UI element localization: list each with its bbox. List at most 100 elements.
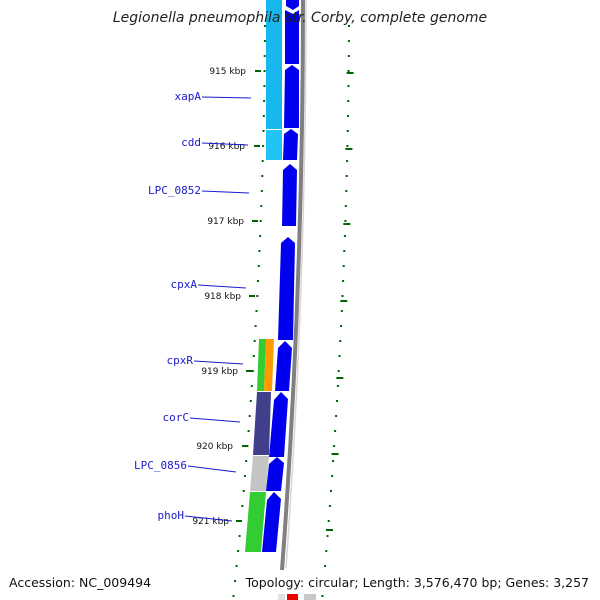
cog-block-cyan xyxy=(266,0,282,129)
scale-dot xyxy=(341,295,344,297)
scale-dot xyxy=(343,250,346,252)
scale-dash xyxy=(345,148,353,150)
scale-dot xyxy=(345,190,348,192)
gene-leader-line xyxy=(193,360,244,365)
gene-label-LPC_0856[interactable]: LPC_0856 xyxy=(134,459,187,472)
scale-dot xyxy=(331,475,334,477)
genome-backbone-highlight xyxy=(285,0,307,569)
gene-label-corC[interactable]: corC xyxy=(163,411,190,424)
gene-label-cpxR[interactable]: cpxR xyxy=(167,354,194,367)
scale-dot xyxy=(235,565,238,567)
scale-dot xyxy=(346,145,349,147)
topology-text: Topology: circular; Length: 3,576,470 bp… xyxy=(245,575,589,590)
scale-dot xyxy=(254,325,257,327)
scale-dash xyxy=(336,377,344,379)
scale-dot xyxy=(259,235,262,237)
gene-arrow xyxy=(269,392,288,457)
scale-dot xyxy=(259,220,262,222)
gene-labels: xapA cdd LPC_0852 cpxA cpxR corC LPC_085… xyxy=(134,90,252,522)
scale-dot xyxy=(257,265,260,267)
scale-dot xyxy=(249,400,252,402)
scale-dot xyxy=(347,115,349,117)
scale-dot xyxy=(347,70,350,72)
tick-label-918kbp: 918 kbp xyxy=(204,292,241,302)
gene-leader-line xyxy=(187,465,237,473)
scale-dot xyxy=(262,130,265,132)
scale-dot xyxy=(232,595,235,597)
scale-dot xyxy=(253,340,256,342)
scale-dot xyxy=(347,85,350,87)
cog-block-green xyxy=(257,339,266,391)
scale-dot xyxy=(348,25,350,27)
scale-dash xyxy=(326,529,333,531)
scale-dash xyxy=(340,300,348,302)
tick-mark xyxy=(255,70,261,72)
scale-dot xyxy=(340,325,343,327)
gene-stub-gray xyxy=(304,594,316,600)
scale-dot xyxy=(343,235,346,237)
scale-ticks: 915 kbp 916 kbp 917 kbp 918 kbp 919 kbp … xyxy=(192,67,261,527)
gene-leader-line xyxy=(184,515,233,522)
cog-block-green xyxy=(245,492,266,552)
gene-arrow xyxy=(266,457,284,491)
genome-backbone xyxy=(280,0,305,571)
gene-leader-line xyxy=(201,190,250,194)
scale-dot xyxy=(324,565,327,567)
tick-mark xyxy=(246,370,252,372)
scale-dot xyxy=(347,55,350,57)
scale-dot xyxy=(347,100,350,102)
scale-dot xyxy=(346,130,349,132)
scale-dot xyxy=(260,190,263,192)
scale-dot xyxy=(245,460,248,462)
tick-label-916kbp: 916 kbp xyxy=(208,142,245,152)
outer-dotted-track xyxy=(321,25,354,597)
scale-dot xyxy=(328,505,331,507)
scale-dot xyxy=(334,430,337,432)
scale-dot xyxy=(260,205,263,207)
scale-dot xyxy=(250,385,253,387)
cog-category-track xyxy=(245,0,282,552)
gene-label-LPC_0852[interactable]: LPC_0852 xyxy=(148,184,201,197)
tick-label-915kbp: 915 kbp xyxy=(209,67,246,77)
scale-dot xyxy=(327,520,330,522)
scale-dot xyxy=(345,175,348,177)
scale-dot xyxy=(263,100,266,102)
scale-dot xyxy=(243,475,246,477)
gene-label-xapA[interactable]: xapA xyxy=(175,90,202,103)
scale-dot xyxy=(325,550,328,552)
scale-dot xyxy=(330,490,332,492)
gene-arrow xyxy=(278,237,295,340)
scale-dot xyxy=(347,40,350,42)
scale-dot xyxy=(263,85,266,87)
tick-mark xyxy=(242,445,248,447)
scale-dot xyxy=(261,160,264,162)
gene-arrow xyxy=(284,65,299,128)
cog-block-orange xyxy=(264,339,274,391)
tick-label-917kbp: 917 kbp xyxy=(207,217,244,227)
scale-dash xyxy=(346,72,354,74)
scale-dot xyxy=(333,445,336,447)
gene-arrow xyxy=(285,10,299,64)
scale-dot xyxy=(337,370,340,372)
scale-dot xyxy=(248,415,251,417)
gene-label-cpxA[interactable]: cpxA xyxy=(171,278,198,291)
gene-arrow xyxy=(275,341,292,391)
gene-stub-red xyxy=(287,594,298,600)
scale-dot xyxy=(247,430,250,432)
gene-label-cdd[interactable]: cdd xyxy=(181,136,201,149)
scale-dot xyxy=(338,355,341,357)
scale-dot xyxy=(234,580,237,582)
cog-block-gray xyxy=(250,456,269,491)
tick-mark xyxy=(252,220,258,222)
scale-dot xyxy=(339,340,342,342)
gene-arrow xyxy=(282,164,297,226)
scale-dot xyxy=(261,175,264,177)
gene-stub-white xyxy=(278,594,285,600)
scale-dot xyxy=(340,310,343,312)
scale-dot xyxy=(342,280,345,282)
cog-block-purple xyxy=(253,392,271,455)
tick-label-920kbp: 920 kbp xyxy=(196,442,233,452)
gene-label-phoH[interactable]: phoH xyxy=(158,509,185,522)
scale-dot xyxy=(258,250,261,252)
